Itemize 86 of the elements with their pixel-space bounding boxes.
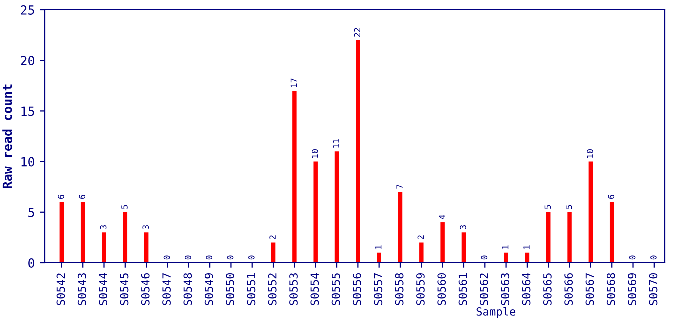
data-label: 1 — [502, 246, 509, 250]
x-tick-label: S0561 — [458, 273, 468, 306]
bar — [102, 232, 106, 263]
data-label: 1 — [524, 246, 530, 250]
bar — [610, 202, 614, 263]
data-label: 0 — [206, 256, 212, 260]
bar — [60, 202, 64, 263]
y-tick-label: 15 — [22, 106, 34, 116]
data-label: 0 — [629, 256, 636, 260]
x-tick-label: S0560 — [438, 273, 446, 306]
x-tick-label: S0556 — [353, 273, 362, 306]
bar — [356, 40, 360, 263]
data-label: 6 — [79, 195, 86, 199]
x-tick-label: S0554 — [310, 273, 320, 306]
bar — [420, 242, 424, 263]
bar — [377, 252, 382, 263]
bar — [292, 90, 297, 263]
bar — [398, 192, 403, 263]
x-tick-label: S0564 — [522, 273, 531, 306]
x-tick-label: S0548 — [184, 273, 192, 306]
x-tick-label: S0568 — [606, 273, 616, 306]
data-label: 5 — [122, 205, 128, 210]
y-tick-label: 10 — [22, 157, 34, 167]
bar — [334, 152, 340, 263]
bar — [546, 212, 551, 263]
x-tick-label: S0558 — [395, 273, 404, 306]
data-label: 1 — [376, 246, 382, 250]
bar — [504, 252, 508, 263]
y-tick-label: 25 — [21, 6, 34, 15]
x-tick-label: S0569 — [628, 273, 637, 306]
x-tick-label: S0543 — [78, 274, 86, 306]
x-tick-label: S0546 — [141, 273, 150, 306]
x-tick-label: S0570 — [649, 273, 658, 306]
x-tick-label: S0547 — [162, 274, 171, 306]
data-label: 10 — [312, 150, 318, 158]
x-tick-label: S0551 — [247, 273, 256, 306]
y-axis-title: Raw read count — [2, 84, 12, 188]
data-label: 0 — [481, 256, 488, 260]
bar — [314, 162, 318, 263]
data-label: 6 — [58, 195, 64, 199]
data-label: 7 — [396, 184, 403, 189]
data-label: 11 — [333, 139, 340, 148]
x-tick-label: S0544 — [99, 273, 108, 306]
x-tick-label: S0550 — [226, 273, 234, 306]
x-tick-label: S0559 — [416, 273, 425, 306]
data-label: 5 — [544, 205, 552, 210]
data-label: 0 — [227, 256, 234, 260]
bar — [80, 202, 86, 263]
data-label: 0 — [164, 256, 170, 260]
bar — [123, 212, 128, 263]
data-label: 0 — [650, 256, 657, 260]
x-tick-label: S0555 — [332, 274, 340, 306]
data-label: 4 — [439, 215, 446, 220]
x-tick-label: S0549 — [204, 273, 214, 306]
data-label: 2 — [418, 236, 424, 240]
x-tick-label: S0566 — [564, 273, 574, 306]
data-label: 3 — [100, 225, 107, 230]
x-tick-label: S0562 — [480, 274, 488, 306]
bar — [588, 162, 594, 263]
data-label: 17 — [290, 78, 298, 88]
data-label: 3 — [460, 225, 466, 230]
x-tick-label: S0563 — [501, 274, 510, 306]
data-label: 22 — [354, 28, 360, 37]
x-axis-title: Sample — [476, 307, 516, 318]
y-tick-label: 5 — [28, 208, 34, 218]
bar — [144, 232, 149, 263]
x-tick-label: S0567 — [586, 274, 594, 306]
bar — [440, 222, 445, 263]
data-label: 5 — [566, 205, 572, 210]
bar — [568, 212, 572, 263]
bar — [462, 232, 466, 263]
data-label: 6 — [608, 195, 615, 199]
x-tick-label: S0545 — [120, 274, 129, 306]
data-label: 10 — [587, 150, 594, 158]
x-tick-label: S0542 — [56, 274, 66, 306]
data-label: 0 — [185, 256, 192, 260]
y-tick-label: 0 — [28, 258, 34, 268]
x-tick-label: S0553 — [290, 274, 298, 306]
data-label: 2 — [270, 236, 276, 240]
x-tick-label: S0557 — [374, 274, 383, 306]
y-tick-label: 20 — [21, 56, 34, 66]
x-tick-label: S0565 — [543, 274, 552, 306]
x-tick-label: S0552 — [268, 274, 277, 306]
data-label: 0 — [248, 256, 255, 260]
bar — [271, 242, 276, 263]
data-label: 3 — [142, 225, 150, 230]
